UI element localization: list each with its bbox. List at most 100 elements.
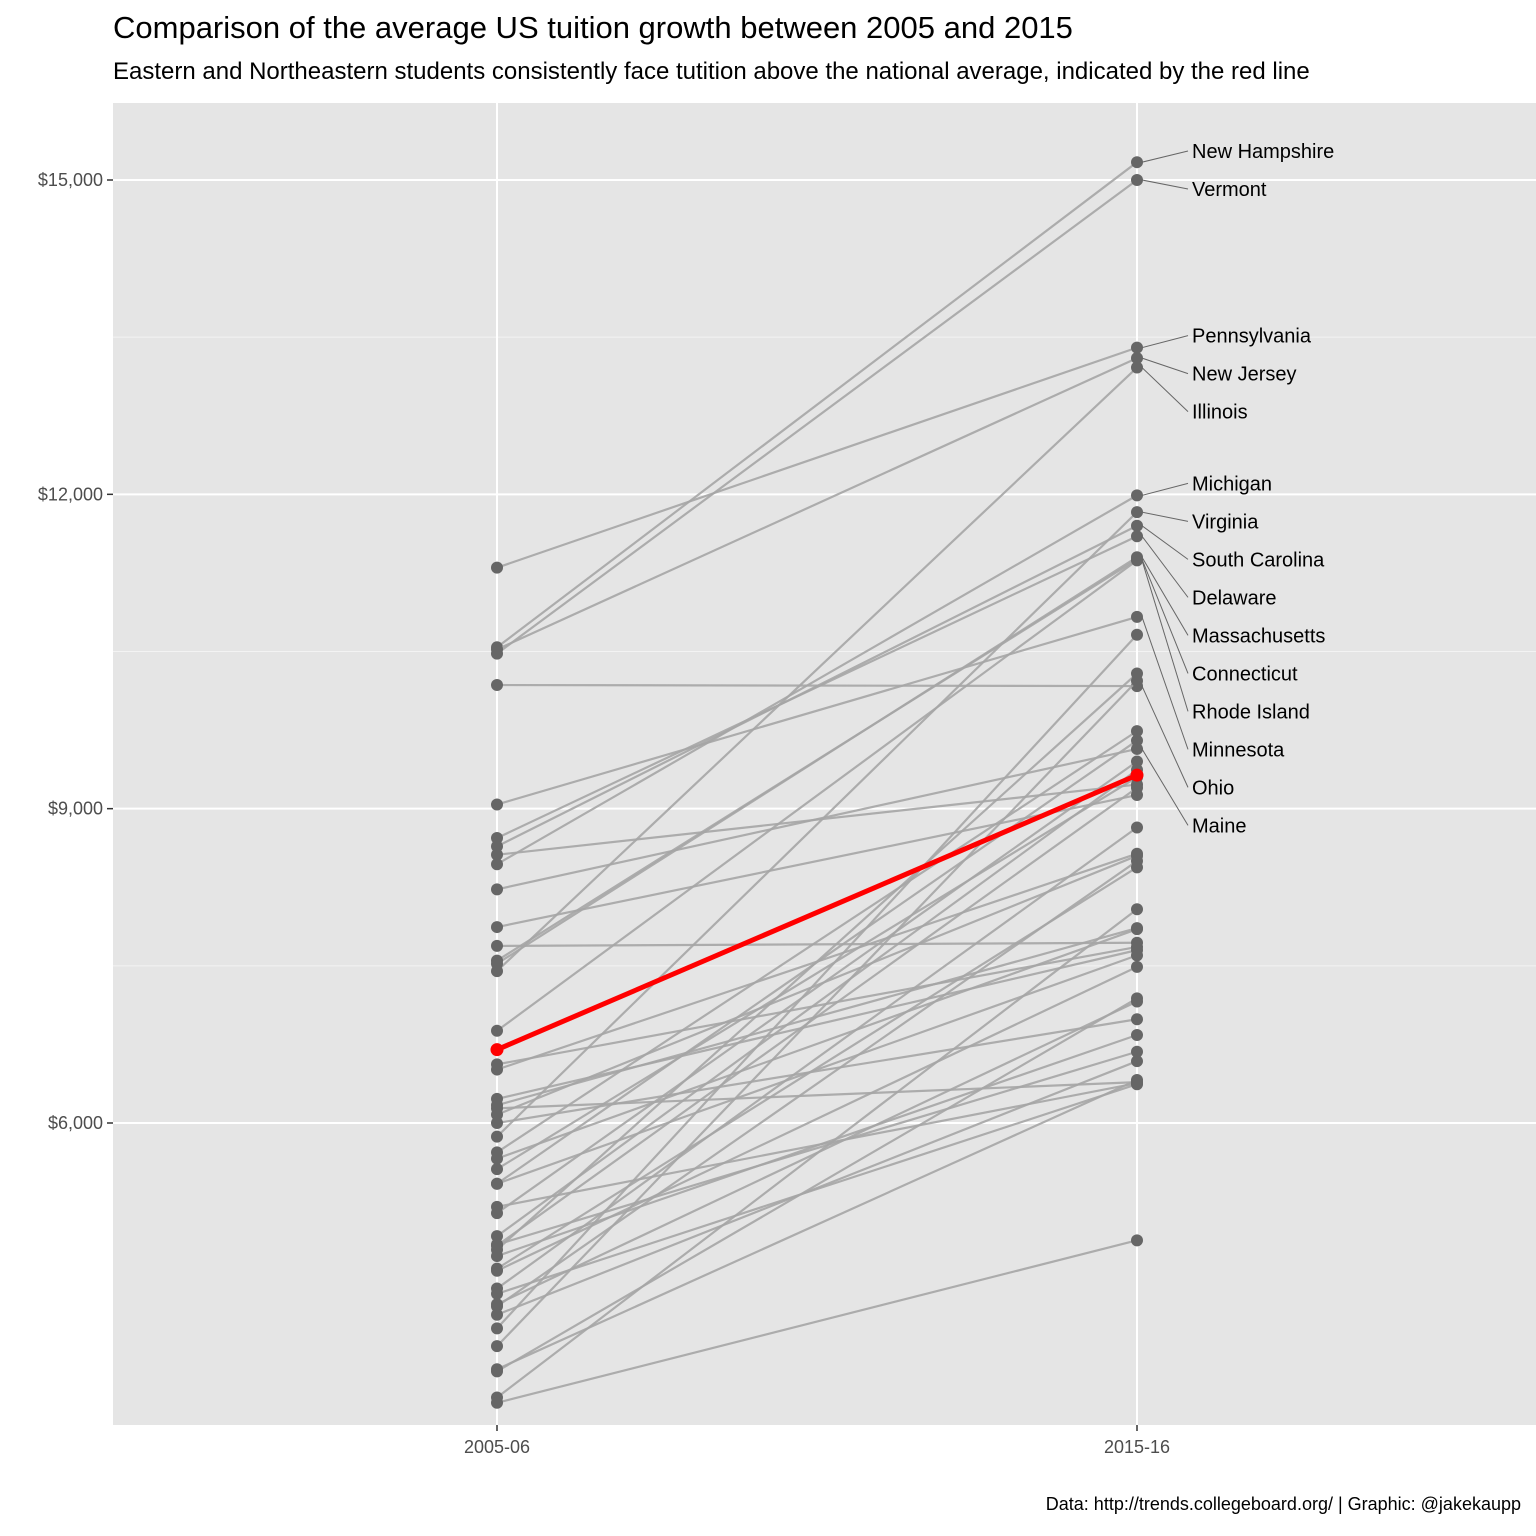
series-point-state xyxy=(491,1396,503,1409)
series-line-state xyxy=(496,730,1138,1154)
state-label-pennsylvania: Pennsylvania xyxy=(1192,326,1312,348)
series-point-state xyxy=(491,1264,503,1277)
series-line-state xyxy=(496,852,1138,1071)
leader-line-new-jersey xyxy=(1141,357,1189,375)
series-point-minnesota xyxy=(1131,610,1143,623)
y-tick-label: $12,000 xyxy=(38,484,103,504)
series-point-delaware xyxy=(491,832,503,845)
axes: $6,000 $9,000 $12,000 $15,000 2005-06 2015-16 xyxy=(38,170,1170,1457)
series-point-state xyxy=(1131,1055,1143,1068)
series-point-delaware xyxy=(1131,530,1143,543)
series-point-new-hampshire xyxy=(1131,156,1143,169)
series-line-state xyxy=(496,1082,1138,1208)
series-point-state xyxy=(1131,861,1143,874)
series-point-state xyxy=(491,1092,503,1105)
series-point-state xyxy=(491,1102,503,1115)
y-tick-label: $15,000 xyxy=(38,170,103,190)
leader-line-ohio xyxy=(1141,685,1189,788)
series-point-illinois xyxy=(1131,361,1143,374)
average-point xyxy=(1130,768,1144,782)
leader-line-maine xyxy=(1141,748,1189,826)
series-line-state xyxy=(496,866,1138,1270)
average-line xyxy=(496,772,1138,1052)
series-line-state xyxy=(496,854,1138,1116)
series-line-michigan xyxy=(496,494,1138,866)
series-point-new-jersey xyxy=(1131,352,1143,365)
series-line-state xyxy=(496,760,1138,1215)
series-point-state xyxy=(491,1238,503,1251)
series-point-state xyxy=(1131,923,1143,936)
series-point-pennsylvania xyxy=(1131,341,1143,354)
leader-line-illinois xyxy=(1141,367,1189,413)
series-point-connecticut xyxy=(491,954,503,967)
leader-line-michigan xyxy=(1141,482,1189,496)
series-line-state xyxy=(496,1079,1138,1371)
series-point-state xyxy=(1131,949,1143,962)
state-label-connecticut: Connecticut xyxy=(1192,663,1298,685)
series-point-virginia xyxy=(1131,506,1143,519)
series-point-state xyxy=(491,848,503,861)
series-point-south-carolina xyxy=(1131,519,1143,532)
series-point-state xyxy=(491,939,503,952)
chart-title: Comparison of the average US tuition gro… xyxy=(113,10,1073,45)
series-line-vermont xyxy=(496,179,1138,655)
series-point-state xyxy=(1131,789,1143,802)
average-point xyxy=(490,1043,504,1057)
series-point-state xyxy=(1131,725,1143,738)
series-point-maine xyxy=(491,883,503,896)
series-point-state xyxy=(491,1287,503,1300)
chart-subtitle: Eastern and Northeastern students consis… xyxy=(113,58,1310,85)
series-point-michigan xyxy=(491,858,503,871)
series-point-pennsylvania xyxy=(491,561,503,574)
state-labels: New Hampshire Vermont Pennsylvania New Jers… xyxy=(1192,141,1334,837)
series-line-state xyxy=(496,945,1138,1066)
series-point-state xyxy=(491,1058,503,1071)
series-line-state xyxy=(496,949,1138,1100)
x-tick-label: 2005-06 xyxy=(464,1437,530,1457)
series-point-state xyxy=(1131,1234,1143,1247)
series-line-state xyxy=(496,1050,1138,1246)
series-line-new-hampshire xyxy=(496,161,1138,649)
series-line-illinois xyxy=(496,366,1138,972)
series-line-pennsylvania xyxy=(496,346,1138,569)
series-line-connecticut xyxy=(496,558,1138,962)
state-series xyxy=(491,156,1143,1409)
series-point-state xyxy=(1131,755,1143,768)
state-label-south-carolina: South Carolina xyxy=(1192,549,1325,571)
state-label-virginia: Virginia xyxy=(1192,511,1259,533)
average-series xyxy=(490,768,1144,1057)
series-line-state xyxy=(496,1018,1138,1125)
series-point-state xyxy=(491,1322,503,1335)
series-point-state xyxy=(1131,734,1143,747)
series-line-minnesota xyxy=(496,615,1138,806)
series-point-state xyxy=(491,1152,503,1165)
series-line-state xyxy=(496,769,1138,1238)
y-tick-label: $9,000 xyxy=(48,799,103,819)
series-line-state xyxy=(496,793,1138,929)
series-point-state xyxy=(1131,903,1143,916)
series-line-new-jersey xyxy=(496,357,1138,651)
series-line-state xyxy=(496,997,1138,1373)
series-point-state xyxy=(1131,1028,1143,1041)
leader-line-vermont xyxy=(1141,179,1189,190)
state-label-massachusetts: Massachusetts xyxy=(1192,625,1325,647)
leader-line-connecticut xyxy=(1141,559,1189,674)
state-label-rhode-island: Rhode Island xyxy=(1192,701,1310,723)
x-tick-label: 2015-16 xyxy=(1104,1437,1170,1457)
state-label-new-jersey: New Jersey xyxy=(1192,364,1296,386)
state-label-maine: Maine xyxy=(1192,815,1246,837)
y-tick-label: $6,000 xyxy=(48,1113,103,1133)
state-label-vermont: Vermont xyxy=(1192,179,1267,201)
series-line-delaware xyxy=(496,535,1138,839)
series-line-state xyxy=(496,941,1138,948)
series-point-state xyxy=(1131,1078,1143,1091)
series-line-state xyxy=(496,927,1138,1107)
series-line-state xyxy=(496,1081,1138,1110)
series-point-vermont xyxy=(1131,174,1143,186)
series-point-ohio xyxy=(491,679,503,692)
series-line-state xyxy=(496,783,1138,856)
series-line-state xyxy=(496,1083,1138,1295)
leader-line-minnesota xyxy=(1141,616,1189,750)
series-point-south-carolina xyxy=(491,840,503,853)
series-point-state xyxy=(1131,821,1143,834)
